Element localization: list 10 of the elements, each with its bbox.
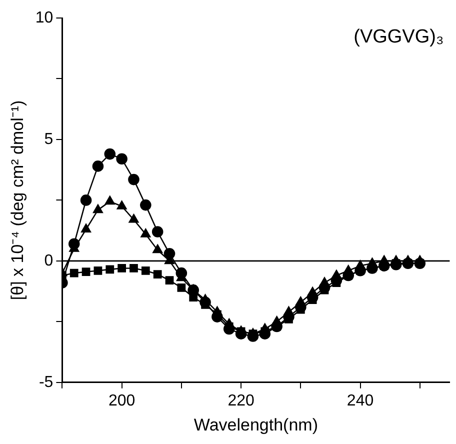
x-tick-label: 220 <box>228 392 254 410</box>
x-tick-label: 200 <box>108 392 136 410</box>
y-tick-label: 10 <box>35 9 54 26</box>
y-tick-label: -5 <box>38 374 54 391</box>
x-tick-label: 240 <box>346 392 374 410</box>
annotation: (VGGVG)₃ <box>354 26 444 48</box>
y-axis-title: [θ] x 10⁻⁴ (deg cm² dmol⁻¹) <box>8 100 27 300</box>
y-tick-label: 0 <box>44 252 54 270</box>
x-axis-title: Wavelength(nm) <box>194 415 318 434</box>
y-tick-label: 5 <box>44 130 54 148</box>
